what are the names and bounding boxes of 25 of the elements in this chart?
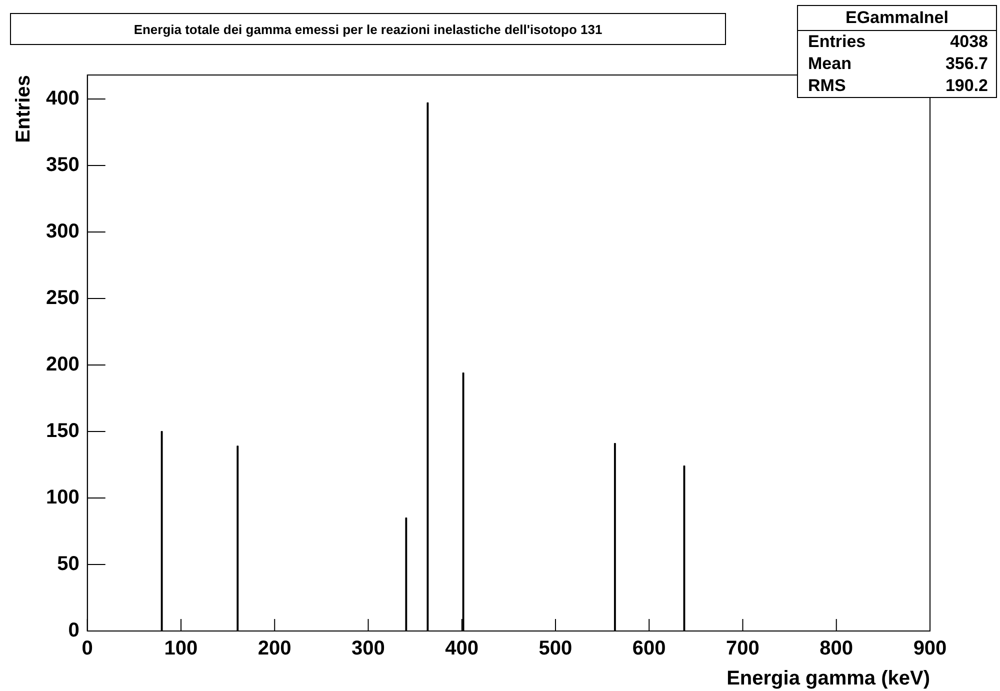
y-tick-label: 0 bbox=[68, 620, 80, 642]
y-tick-label: 150 bbox=[46, 420, 80, 442]
y-tick-label: 400 bbox=[46, 87, 80, 110]
text: EGammaInel bbox=[798, 6, 996, 31]
text: Entries 4038 bbox=[808, 32, 988, 51]
chart-title: Energia totale dei gamma emessi per le reazioni inelastiche dell'isotopo 131 bbox=[10, 13, 726, 45]
x-tick-label: 700 bbox=[726, 638, 760, 660]
y-tick-label: 100 bbox=[46, 486, 80, 508]
x-tick-label: 600 bbox=[632, 638, 666, 660]
y-tick-label: 200 bbox=[46, 353, 80, 376]
y-tick-label: 250 bbox=[46, 286, 80, 309]
x-tick-label: 800 bbox=[820, 638, 854, 660]
y-axis-title: Entries bbox=[12, 75, 35, 143]
x-tick-label: 900 bbox=[913, 638, 947, 660]
y-tick-label: 300 bbox=[46, 220, 80, 242]
text: RMS 190.2 bbox=[808, 76, 988, 95]
x-tick-label: 400 bbox=[445, 638, 479, 660]
x-tick-label: 300 bbox=[352, 638, 385, 660]
y-tick-label: 50 bbox=[57, 553, 80, 576]
y-tick-label: 350 bbox=[46, 154, 80, 176]
text: Mean 356.7 bbox=[808, 54, 988, 73]
x-tick-label: 500 bbox=[538, 638, 572, 660]
x-tick-label: 100 bbox=[164, 638, 198, 660]
x-tick-label: 200 bbox=[258, 638, 292, 660]
x-axis-title: Energia gamma (keV) bbox=[726, 668, 930, 690]
